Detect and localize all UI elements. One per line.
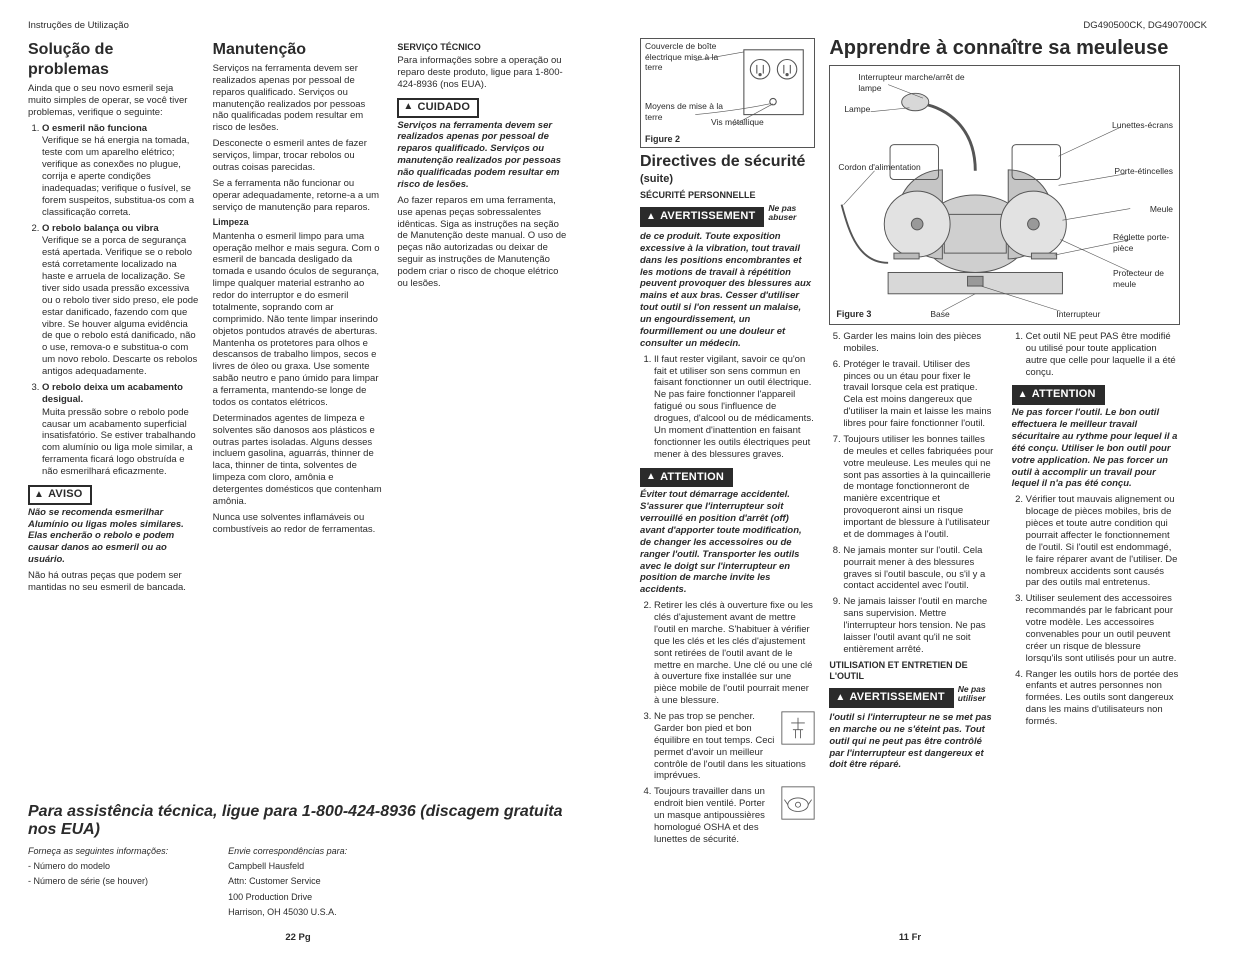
safety-list-b: Retirer les clés à ouverture fixe ou les…: [640, 600, 815, 846]
footer-right: 11 Fr: [640, 932, 1180, 944]
grinder-title: Apprendre à connaître sa meuleuse: [829, 38, 1180, 59]
alert-icon: ▲: [646, 211, 656, 224]
att-callout: ▲ATTENTION: [640, 468, 733, 488]
problem-list: O esmeril não funciona Verifique se há e…: [28, 123, 199, 478]
balance-icon: [781, 711, 815, 745]
aviso-callout: ▲AVISO: [28, 485, 92, 505]
right-col3: Cet outil NE peut PAS être modifié ou ut…: [1012, 331, 1180, 922]
problem-1: O esmeril não funciona Verifique se há e…: [42, 123, 199, 219]
title-solucao: Solução de problemas: [28, 40, 199, 80]
safety-list-e: Vérifier tout mauvais alignement ou bloc…: [1012, 494, 1180, 728]
alert-icon: ▲: [34, 489, 44, 502]
cuidado-callout: ▲CUIDADO: [397, 98, 479, 118]
assist-title: Para assistência técnica, ligue para 1-8…: [28, 803, 568, 840]
safety-list-d: Cet outil NE peut PAS être modifié ou ut…: [1012, 331, 1180, 379]
header-row: Instruções de Utilização DG490500CK, DG4…: [28, 20, 1207, 32]
left-col1: Solução de problemas Ainda que o seu nov…: [28, 38, 199, 785]
problem-3: O rebolo deixa um acabamento desigual. M…: [42, 382, 199, 478]
left-col3: SERVIÇO TÉCNICO Para informações sobre a…: [397, 38, 568, 785]
alert-icon: ▲: [835, 692, 845, 705]
avert-callout: ▲AVERTISSEMENT: [640, 207, 764, 227]
alert-icon: ▲: [646, 471, 656, 484]
figure-3: Interrupteur marche/arrêt de lampe Lampe…: [829, 65, 1180, 325]
right-col1: Couvercle de boîte électrique mise à la …: [640, 38, 815, 922]
outlet-icon: [641, 39, 814, 147]
intro: Ainda que o seu novo esmeril seja muito …: [28, 83, 199, 119]
page-left: Solução de problemas Ainda que o seu nov…: [28, 38, 568, 944]
footer-left: 22 Pg: [28, 932, 568, 944]
header-right: DG490500CK, DG490700CK: [1083, 20, 1207, 32]
dir-title: Directives de sécurité (suite): [640, 154, 815, 186]
page-right: Couvercle de boîte électrique mise à la …: [640, 38, 1180, 944]
header-left: Instruções de Utilização: [28, 20, 129, 32]
content: Solução de problemas Ainda que o seu nov…: [28, 38, 1207, 944]
avert2-callout: ▲AVERTISSEMENT: [829, 688, 953, 708]
att2-callout: ▲ATTENTION: [1012, 385, 1105, 405]
assist-left: Forneça as seguintes informações: - Núme…: [28, 846, 168, 922]
after-text: Não há outras peças que podem ser mantid…: [28, 570, 199, 594]
alert-icon: ▲: [403, 101, 413, 114]
safety-list-c: Garder les mains loin des pièces mobiles…: [829, 331, 997, 656]
aviso-text: Não se recomenda esmerilhar Alumínio ou …: [28, 507, 199, 566]
safety-list-a: Il faut rester vigilant, savoir ce qu'on…: [640, 354, 815, 461]
title-manut: Manutenção: [213, 40, 384, 60]
left-col2: Manutenção Serviços na ferramenta devem …: [213, 38, 384, 785]
figure-2: Couvercle de boîte électrique mise à la …: [640, 38, 815, 148]
alert-icon: ▲: [1018, 389, 1028, 402]
right-wide: Apprendre à connaître sa meuleuse: [829, 38, 1180, 922]
assist-right: Envie correspondências para: Campbell Ha…: [228, 846, 347, 922]
problem-2: O rebolo balança ou vibra Verifique se a…: [42, 223, 199, 378]
right-col2: Garder les mains loin des pièces mobiles…: [829, 331, 997, 922]
assist-block: Para assistência técnica, ligue para 1-8…: [28, 803, 568, 922]
mask-icon: [781, 786, 815, 820]
